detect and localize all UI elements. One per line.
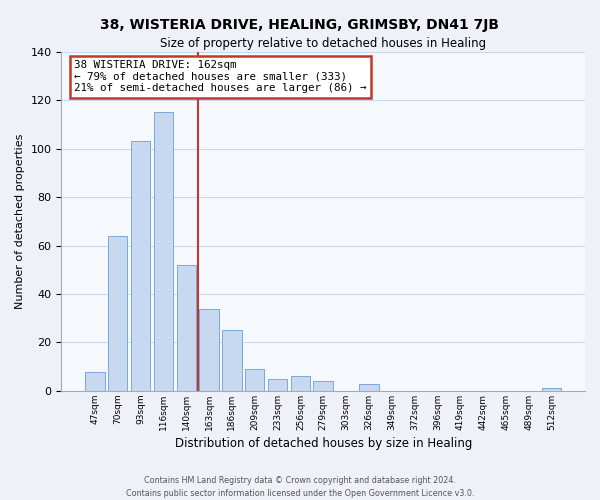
Bar [222,330,242,391]
Text: 38, WISTERIA DRIVE, HEALING, GRIMSBY, DN41 7JB: 38, WISTERIA DRIVE, HEALING, GRIMSBY, DN… [101,18,499,32]
Bar [154,112,173,391]
Bar [85,372,104,391]
Y-axis label: Number of detached properties: Number of detached properties [15,134,25,309]
Bar [290,376,310,391]
Bar [542,388,561,391]
Text: 38 WISTERIA DRIVE: 162sqm
← 79% of detached houses are smaller (333)
21% of semi: 38 WISTERIA DRIVE: 162sqm ← 79% of detac… [74,60,367,94]
Bar [245,369,265,391]
Bar [313,381,333,391]
Text: Contains HM Land Registry data © Crown copyright and database right 2024.
Contai: Contains HM Land Registry data © Crown c… [126,476,474,498]
Bar [359,384,379,391]
Bar [176,265,196,391]
Title: Size of property relative to detached houses in Healing: Size of property relative to detached ho… [160,38,486,51]
Bar [131,142,150,391]
X-axis label: Distribution of detached houses by size in Healing: Distribution of detached houses by size … [175,437,472,450]
Bar [108,236,127,391]
Bar [199,308,219,391]
Bar [268,379,287,391]
